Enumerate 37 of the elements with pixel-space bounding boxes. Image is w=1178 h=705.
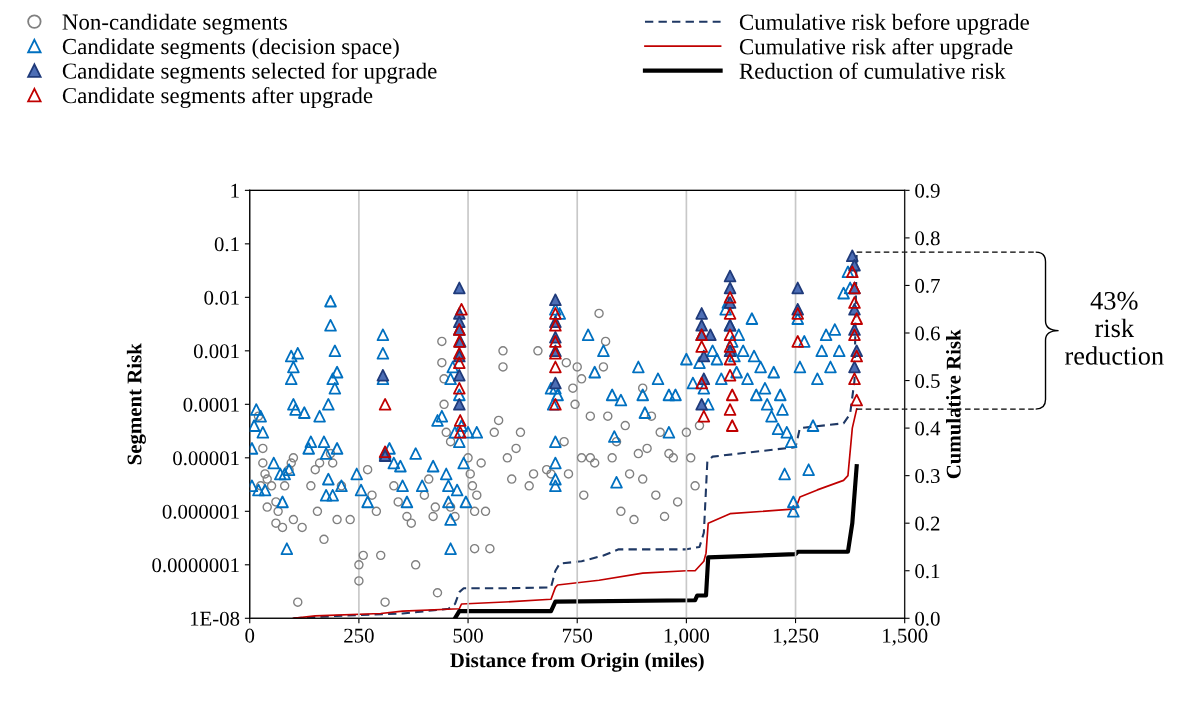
legend-label: Cumulative risk after upgrade <box>739 38 1013 60</box>
legend-label: Candidate segments selected for upgrade <box>62 62 437 84</box>
text: 43% risk reduction <box>1064 291 1164 365</box>
y2-tick-label: 0.8 <box>915 231 940 246</box>
y-tick-label: 1E-08 <box>190 611 240 626</box>
y2-tick-label: 0.1 <box>915 564 940 579</box>
y2-tick-label: 0.9 <box>915 183 940 198</box>
y-axis-title: Segment Risk <box>126 343 146 465</box>
y2-tick-label: 0.7 <box>915 278 940 293</box>
legend-label: Candidate segments (decision space) <box>62 38 399 59</box>
y2-tick-label: 0.3 <box>915 469 940 484</box>
x-tick-label: 750 <box>562 628 593 643</box>
y-tick-label: 0.000001 <box>162 504 239 519</box>
y2-tick-label: 0.6 <box>915 326 940 341</box>
y-tick-label: 1 <box>231 183 239 198</box>
y-tick-label: 0.01 <box>204 290 239 305</box>
legend-label: Reduction of cumulative risk <box>739 62 1006 79</box>
x-axis-title: Distance from Origin (miles) <box>450 652 704 672</box>
y-tick-label: 0.0000001 <box>152 558 239 573</box>
legend-label: Candidate segments after upgrade <box>62 86 373 109</box>
x-tick-label: 1,250 <box>773 628 819 646</box>
y-tick-label: 0.0001 <box>183 397 239 412</box>
y2-tick-label: 0.5 <box>915 373 940 389</box>
y2-tick-label: 0.2 <box>915 516 940 531</box>
y-tick-label: 0.1 <box>214 237 239 252</box>
y2-axis-title: Cumulative Risk <box>946 329 961 479</box>
y2-tick-label: 0.0 <box>915 611 940 626</box>
x-tick-label: 500 <box>453 628 483 643</box>
y-tick-label: 0.001 <box>193 344 239 359</box>
x-tick-label: 0 <box>245 628 255 643</box>
legend-label: Cumulative risk before upgrade <box>739 13 1029 35</box>
y2-tick-label: 0.4 <box>915 421 941 436</box>
x-tick-label: 1,000 <box>664 628 710 646</box>
x-tick-label: 1,500 <box>883 628 928 646</box>
legend-label: Non-candidate segments <box>62 13 287 35</box>
y-tick-label: 0.00001 <box>173 451 239 466</box>
x-tick-label: 250 <box>344 628 374 643</box>
